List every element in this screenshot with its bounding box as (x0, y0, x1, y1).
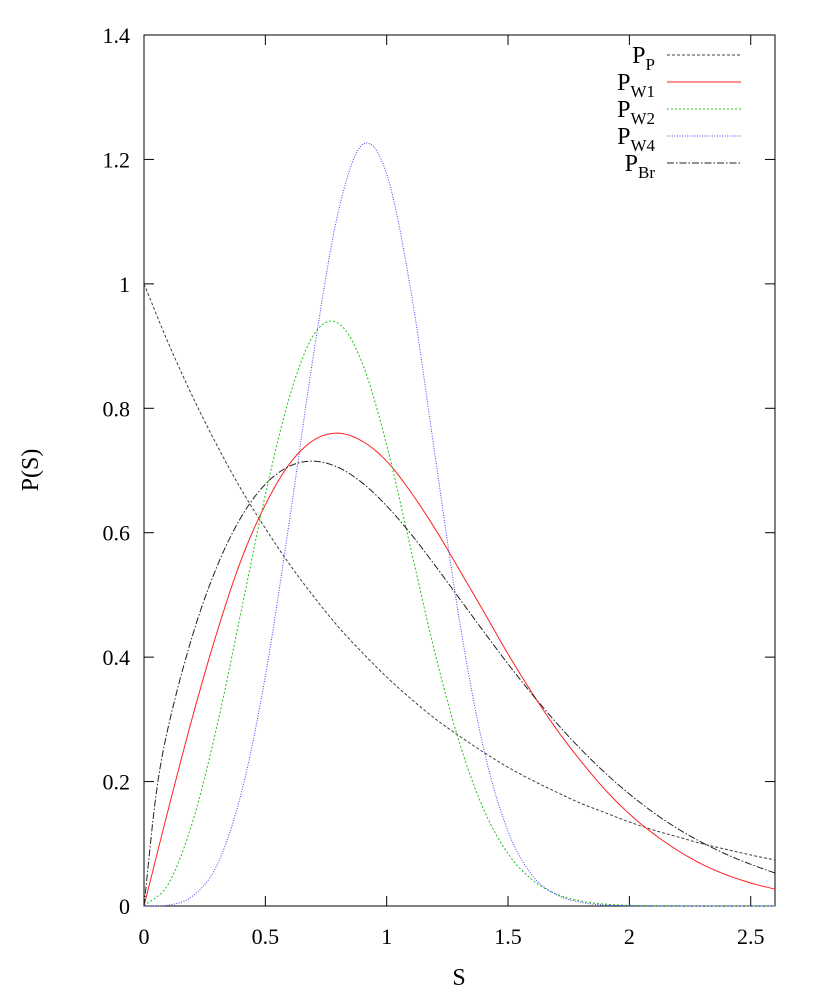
series-line-PW2 (143, 320, 775, 907)
y-tick-label: 0.4 (103, 645, 131, 670)
x-tick-label: 2.5 (737, 924, 765, 949)
y-tick-label: 0 (119, 894, 130, 919)
x-tick-label: 1 (381, 924, 392, 949)
x-tick-label: 0.5 (252, 924, 280, 949)
plot-frame (143, 34, 776, 907)
x-axis-ticks: 0 0.5 1 1.5 2 2.5 (139, 35, 765, 949)
legend-label-PW2: PW2 (617, 97, 655, 128)
series-lines (143, 142, 776, 907)
legend-label-PBr: PBr (625, 151, 656, 182)
series-line-PBr (143, 460, 776, 907)
legend-label-PW1: PW1 (617, 70, 655, 101)
y-tick-label: 1.4 (103, 23, 131, 48)
y-tick-label: 1.2 (103, 147, 131, 172)
y-tick-label: 0.6 (103, 521, 131, 546)
series-line-PP (143, 283, 776, 861)
x-axis-label: S (452, 965, 465, 991)
y-axis-label: P(S) (18, 449, 44, 492)
x-tick-label: 1.5 (494, 924, 522, 949)
y-tick-label: 0.2 (103, 770, 131, 795)
x-tick-label: 0 (139, 924, 150, 949)
x-tick-label: 2 (624, 924, 635, 949)
legend-label-PP: PP (632, 43, 655, 74)
legend-label-PW4: PW4 (617, 124, 655, 155)
series-line-PW1 (143, 432, 776, 907)
y-axis-ticks: 0 0.2 0.4 0.6 0.8 1 1.2 1.4 (103, 23, 775, 919)
series-line-PW4 (143, 142, 775, 907)
y-tick-label: 1 (119, 272, 130, 297)
y-tick-label: 0.8 (103, 396, 131, 421)
